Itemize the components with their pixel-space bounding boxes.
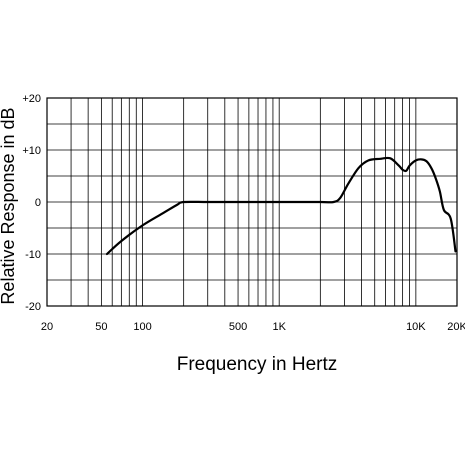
y-tick-label: -20 bbox=[25, 301, 41, 313]
y-tick-labels: +20 +10 0 -10 -20 bbox=[22, 93, 41, 313]
x-tick-labels: 20 50 100 500 1K 10K 20K bbox=[41, 321, 465, 333]
y-tick-label: +10 bbox=[22, 145, 41, 157]
y-axis-label: Relative Response in dB bbox=[0, 107, 18, 304]
x-tick-label: 20 bbox=[41, 321, 53, 333]
x-axis-label: Frequency in Hertz bbox=[177, 354, 338, 375]
y-tick-label: -10 bbox=[25, 249, 41, 261]
plot-frame bbox=[46, 97, 458, 307]
x-tick-label: 100 bbox=[133, 321, 151, 333]
x-tick-label: 20K bbox=[447, 321, 465, 333]
x-tick-label: 50 bbox=[95, 321, 107, 333]
response-curve bbox=[105, 156, 457, 256]
x-tick-label: 10K bbox=[406, 321, 426, 333]
y-tick-label: +20 bbox=[22, 93, 41, 105]
x-tick-label: 1K bbox=[272, 321, 286, 333]
y-tick-label: 0 bbox=[35, 197, 41, 209]
x-tick-label: 500 bbox=[229, 321, 247, 333]
